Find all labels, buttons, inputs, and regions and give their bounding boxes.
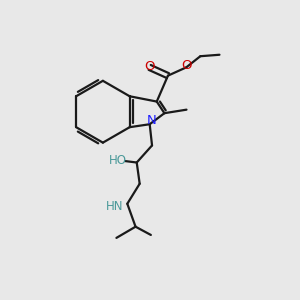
Text: O: O xyxy=(182,59,192,72)
Text: HN: HN xyxy=(105,200,123,213)
Text: N: N xyxy=(147,114,157,127)
Text: HO: HO xyxy=(109,154,127,167)
Text: O: O xyxy=(144,60,154,73)
